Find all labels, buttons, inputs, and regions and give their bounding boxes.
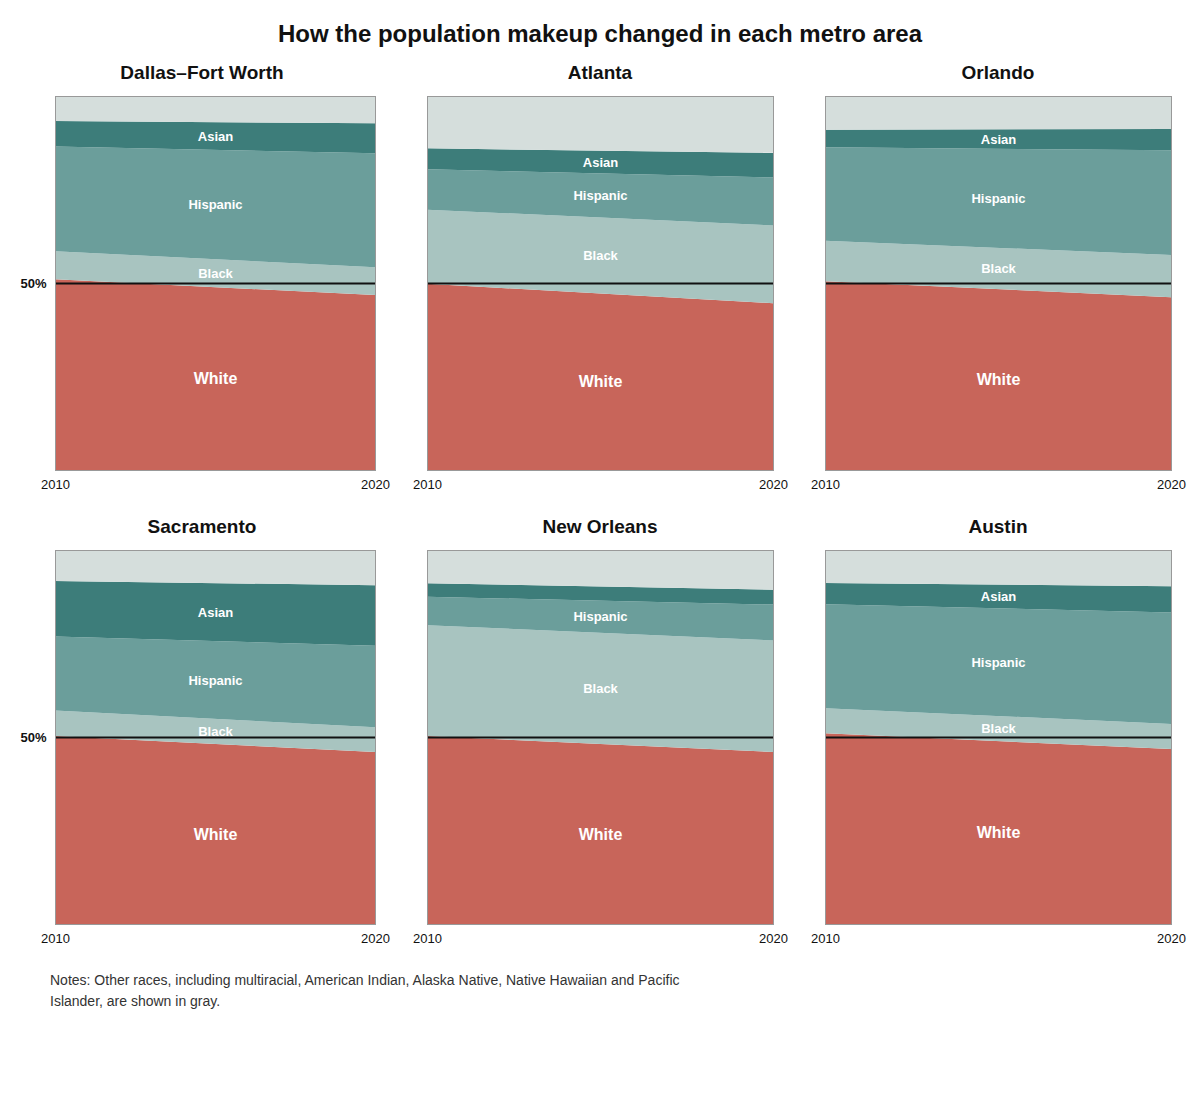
svg-text:Black: Black [981, 721, 1016, 736]
svg-text:White: White [977, 824, 1021, 841]
svg-text:White: White [579, 373, 623, 390]
svg-text:Asian: Asian [198, 129, 233, 144]
svg-text:Asian: Asian [981, 132, 1016, 147]
svg-text:Black: Black [198, 266, 233, 281]
svg-text:Asian: Asian [583, 155, 618, 170]
svg-text:Hispanic: Hispanic [188, 197, 242, 212]
svg-text:2020: 2020 [759, 931, 788, 946]
svg-text:Hispanic: Hispanic [573, 188, 627, 203]
svg-text:White: White [194, 370, 238, 387]
svg-text:Asian: Asian [198, 605, 233, 620]
html-text:New Orleans: New Orleans [542, 516, 658, 537]
svg-text:50%: 50% [20, 276, 46, 291]
svg-text:Black: Black [981, 261, 1016, 276]
svg-text:2020: 2020 [759, 477, 788, 492]
svg-text:Hispanic: Hispanic [188, 673, 242, 688]
svg-text:2010: 2010 [811, 931, 840, 946]
svg-text:2020: 2020 [1157, 477, 1186, 492]
svg-text:Hispanic: Hispanic [971, 191, 1025, 206]
svg-text:Black: Black [583, 248, 618, 263]
svg-text:2010: 2010 [41, 477, 70, 492]
svg-text:Asian: Asian [981, 589, 1016, 604]
svg-text:2010: 2010 [41, 931, 70, 946]
svg-text:White: White [579, 826, 623, 843]
svg-text:Black: Black [583, 681, 618, 696]
html-text:Orlando: Orlando [961, 62, 1035, 83]
html-text:Dallas–Fort Worth: Dallas–Fort Worth [120, 62, 284, 83]
svg-text:2010: 2010 [811, 477, 840, 492]
html-text:How the population makeup chan: How the population makeup changed in eac… [277, 20, 923, 47]
svg-text:White: White [977, 371, 1021, 388]
svg-text:Hispanic: Hispanic [573, 609, 627, 624]
svg-text:2010: 2010 [413, 477, 442, 492]
svg-text:2020: 2020 [361, 931, 390, 946]
svg-text:2020: 2020 [1157, 931, 1186, 946]
svg-text:Hispanic: Hispanic [971, 655, 1025, 670]
svg-text:White: White [194, 826, 238, 843]
svg-text:50%: 50% [20, 730, 46, 745]
svg-text:2020: 2020 [361, 477, 390, 492]
svg-text:2010: 2010 [413, 931, 442, 946]
html-text:Austin: Austin [968, 516, 1028, 537]
svg-text:Black: Black [198, 724, 233, 739]
html-text:Atlanta: Atlanta [567, 62, 633, 83]
html-text:Sacramento: Sacramento [147, 516, 257, 537]
html-text:Notes: Other races, including: Notes: Other races, including multiracia… [50, 972, 680, 1009]
